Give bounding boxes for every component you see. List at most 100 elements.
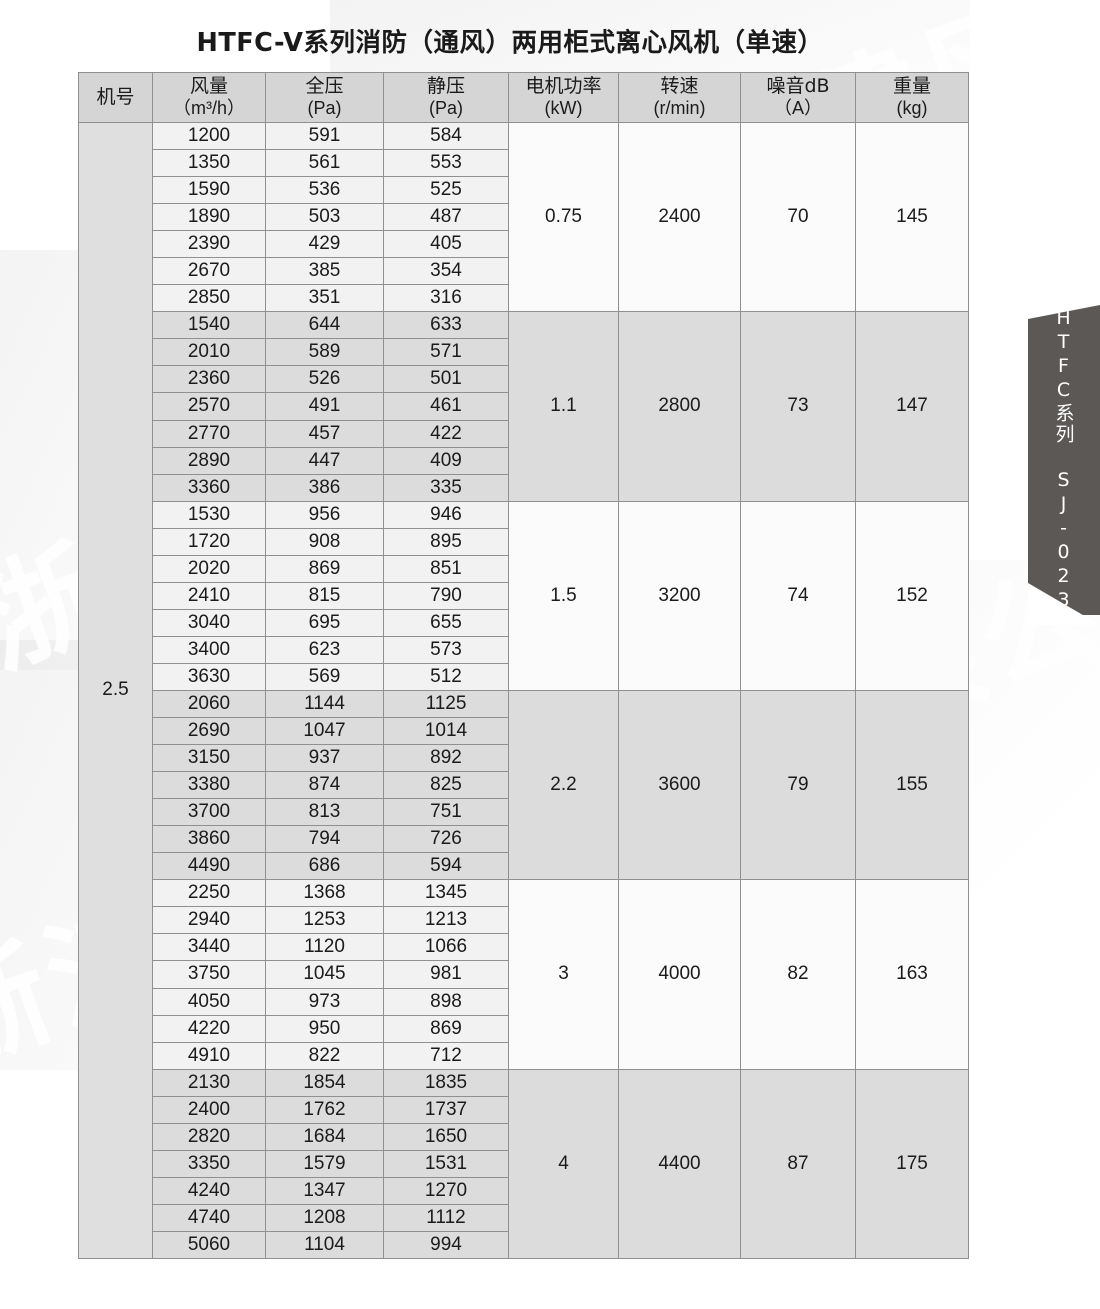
cell-static-pressure: 1650 [383, 1122, 509, 1151]
cell-total-pressure: 526 [265, 365, 384, 394]
cell-airflow: 1890 [152, 203, 266, 232]
cell-total-pressure: 869 [265, 554, 384, 583]
cell-static-pressure: 1835 [383, 1068, 509, 1097]
cell-total-pressure: 429 [265, 230, 384, 259]
cell-airflow: 2850 [152, 284, 266, 313]
cell-weight: 155 [855, 689, 969, 881]
cell-static-pressure: 1125 [383, 689, 509, 719]
column-header-model-title: 机号 [96, 85, 135, 108]
cell-static-pressure: 525 [383, 176, 509, 205]
cell-static-pressure: 712 [383, 1041, 509, 1070]
column-header-airflow-unit: （m³/h） [173, 98, 245, 119]
cell-airflow: 1200 [152, 121, 266, 151]
cell-motor-power: 1.5 [508, 500, 619, 691]
column-header-motor-power-title: 电机功率 [525, 74, 602, 97]
cell-total-pressure: 1047 [265, 717, 384, 746]
column-header-total-pressure: 全压 (Pa) [265, 72, 384, 123]
cell-airflow: 3040 [152, 608, 266, 637]
cell-total-pressure: 591 [265, 121, 384, 151]
column-header-speed: 转速 (r/min) [618, 72, 741, 123]
cell-static-pressure: 571 [383, 338, 509, 367]
column-header-weight-title: 重量 [892, 74, 931, 97]
cell-airflow: 4240 [152, 1176, 266, 1205]
cell-total-pressure: 1144 [265, 689, 384, 719]
table-row: 1530 956 946 1.5 3200 74 152 [79, 500, 969, 691]
cell-static-pressure: 1531 [383, 1149, 509, 1178]
cell-weight: 175 [855, 1068, 969, 1259]
column-header-speed-unit: (r/min) [653, 98, 706, 119]
table-row: 2820 1684 1650 [79, 1122, 969, 1151]
fan-spec-table: 机号 风量 （m³/h） 全压 (Pa) 静压 (Pa) [78, 72, 969, 1259]
cell-weight: 147 [855, 311, 969, 502]
table-row: 2400 1762 1737 [79, 1095, 969, 1124]
cell-static-pressure: 1066 [383, 933, 509, 962]
cell-total-pressure: 536 [265, 176, 384, 205]
cell-static-pressure: 790 [383, 581, 509, 610]
cell-total-pressure: 491 [265, 392, 384, 421]
cell-motor-power: 1.1 [508, 311, 619, 502]
table-row: 2670 385 354 [79, 257, 969, 286]
cell-total-pressure: 1762 [265, 1095, 384, 1124]
table-row: 1350 561 553 [79, 149, 969, 178]
cell-static-pressure: 512 [383, 662, 509, 691]
column-header-static-pressure-title: 静压 [426, 74, 465, 97]
table-row: 1720 908 895 [79, 527, 969, 556]
cell-total-pressure: 447 [265, 446, 384, 475]
cell-noise: 74 [740, 500, 856, 691]
cell-static-pressure: 1345 [383, 879, 509, 908]
cell-static-pressure: 946 [383, 500, 509, 529]
cell-static-pressure: 487 [383, 203, 509, 232]
cell-airflow: 5060 [152, 1230, 266, 1259]
cell-airflow: 3440 [152, 933, 266, 962]
column-header-weight-unit: (kg) [896, 98, 928, 119]
cell-motor-power: 2.2 [508, 689, 619, 881]
cell-total-pressure: 908 [265, 527, 384, 556]
column-header-airflow-title: 风量 [189, 74, 228, 97]
cell-static-pressure: 584 [383, 121, 509, 151]
cell-total-pressure: 956 [265, 500, 384, 529]
cell-model: 2.5 [78, 122, 153, 1259]
table-row: 2890 447 409 [79, 446, 969, 475]
cell-static-pressure: 633 [383, 311, 509, 340]
cell-airflow: 2940 [152, 906, 266, 935]
cell-total-pressure: 569 [265, 662, 384, 691]
table-row: 1890 503 487 [79, 203, 969, 232]
cell-total-pressure: 351 [265, 284, 384, 313]
cell-airflow: 1590 [152, 176, 266, 205]
column-header-weight: 重量 (kg) [855, 72, 969, 123]
cell-total-pressure: 1579 [265, 1149, 384, 1178]
cell-noise: 79 [740, 689, 856, 881]
cell-static-pressure: 869 [383, 1014, 509, 1043]
page-title: HTFC-V系列消防（通风）两用柜式离心风机（单速） [196, 28, 824, 58]
cell-airflow: 3400 [152, 635, 266, 664]
table-row: 2360 526 501 [79, 365, 969, 394]
cell-total-pressure: 623 [265, 635, 384, 664]
cell-static-pressure: 354 [383, 257, 509, 286]
cell-static-pressure: 335 [383, 473, 509, 502]
cell-static-pressure: 1737 [383, 1095, 509, 1124]
cell-speed: 4400 [618, 1068, 741, 1259]
cell-airflow: 4910 [152, 1041, 266, 1070]
cell-airflow: 2360 [152, 365, 266, 394]
cell-total-pressure: 813 [265, 798, 384, 827]
cell-airflow: 1540 [152, 311, 266, 340]
cell-airflow: 1350 [152, 149, 266, 178]
cell-total-pressure: 1208 [265, 1203, 384, 1232]
cell-speed: 3600 [618, 689, 741, 881]
column-header-noise-unit: （A） [773, 98, 822, 119]
cell-weight: 145 [855, 121, 969, 313]
cell-weight: 152 [855, 500, 969, 691]
column-header-static-pressure: 静压 (Pa) [383, 72, 509, 123]
header-row: 机号 风量 （m³/h） 全压 (Pa) 静压 (Pa) [78, 72, 969, 123]
table-row: 2020 869 851 [79, 554, 969, 583]
cell-airflow: 2770 [152, 419, 266, 448]
cell-static-pressure: 892 [383, 744, 509, 773]
cell-static-pressure: 405 [383, 230, 509, 259]
table-row: 4910 822 712 [79, 1041, 969, 1070]
cell-static-pressure: 573 [383, 635, 509, 664]
cell-total-pressure: 937 [265, 744, 384, 773]
cell-noise: 70 [740, 121, 856, 313]
cell-total-pressure: 822 [265, 1041, 384, 1070]
column-header-noise: 噪音dB （A） [740, 72, 856, 123]
cell-static-pressure: 898 [383, 987, 509, 1016]
